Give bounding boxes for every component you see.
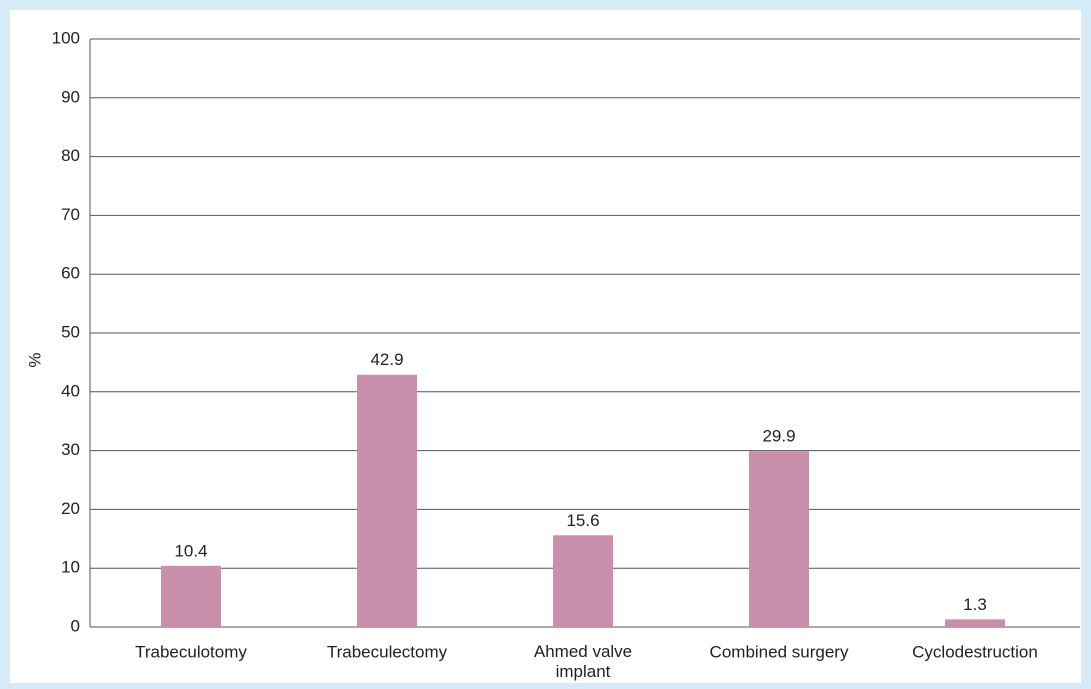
y-tick-label: 70 <box>61 205 80 224</box>
y-tick-label: 10 <box>61 558 80 577</box>
x-tick-label: Trabeculotomy <box>135 642 247 661</box>
bar <box>749 451 809 627</box>
x-tick-label: Cyclodestruction <box>912 642 1038 661</box>
y-tick-label: 100 <box>52 28 80 47</box>
y-tick-label: 40 <box>61 381 80 400</box>
y-tick-label: 0 <box>71 616 80 635</box>
x-tick-label: Ahmed valve implant <box>534 642 632 681</box>
value-label: 1.3 <box>963 595 987 614</box>
value-label: 15.6 <box>566 511 599 530</box>
y-tick-label: 20 <box>61 499 80 518</box>
y-tick-label: 50 <box>61 322 80 341</box>
bar <box>945 619 1005 627</box>
value-label: 42.9 <box>370 350 403 369</box>
value-label: 10.4 <box>174 541 207 560</box>
y-tick-label: 80 <box>61 146 80 165</box>
bar <box>357 374 417 627</box>
x-tick-label: Trabeculectomy <box>327 642 448 661</box>
y-tick-label: 90 <box>61 87 80 106</box>
x-tick-label: Combined surgery <box>710 642 849 661</box>
bar <box>161 565 221 627</box>
bar <box>553 535 613 627</box>
value-label: 29.9 <box>762 427 795 446</box>
y-tick-label: 60 <box>61 264 80 283</box>
y-axis-label: % <box>25 352 44 367</box>
y-tick-label: 30 <box>61 440 80 459</box>
